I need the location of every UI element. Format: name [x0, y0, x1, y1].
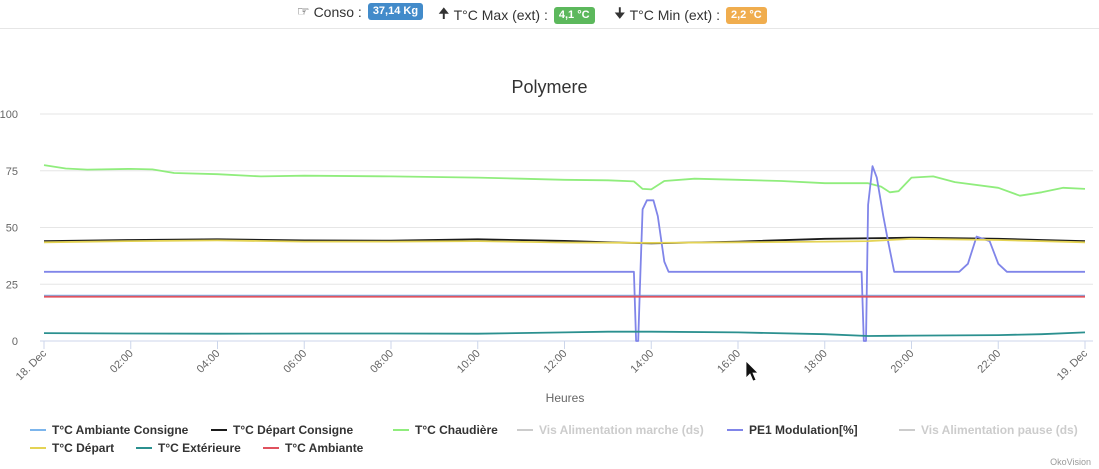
conso-label: Conso :	[313, 3, 362, 20]
tmin-badge: 2,2 °C	[725, 6, 767, 24]
legend-item-vis-marche[interactable]: Vis Alimentation marche (ds)	[517, 422, 727, 437]
tmax-label: T°C Max (ext) :	[453, 7, 548, 23]
x-tick-label: 10:00	[455, 348, 483, 376]
x-tick-label: 18. Dec	[14, 347, 50, 383]
grid-lines	[40, 113, 1093, 342]
legend-item-vis-pause[interactable]: Vis Alimentation pause (ds)	[899, 422, 1079, 437]
legend-item-exterieure[interactable]: T°C Extérieure	[136, 440, 263, 455]
legend-item-ambiante[interactable]: T°C Ambiante	[263, 440, 393, 455]
conso-badge: 37,14 Kg	[367, 3, 424, 20]
legend-item-ambiante-consigne[interactable]: T°C Ambiante Consigne	[30, 422, 211, 437]
x-tick-label: 12:00	[542, 348, 570, 376]
series-line-7[interactable]	[43, 330, 1086, 337]
arrow-up-icon: 🠉	[438, 5, 450, 21]
x-axis-label: Heures	[546, 391, 585, 405]
y-tick-label: 75	[6, 166, 18, 178]
legend-item-chaudiere[interactable]: T°C Chaudière	[393, 422, 517, 437]
credits-link[interactable]: OkoVision	[1050, 457, 1091, 467]
conso-stat: ☞ Conso : 37,14 Kg	[297, 3, 424, 20]
x-tick-label: 06:00	[281, 348, 309, 376]
legend-item-depart-consigne[interactable]: T°C Départ Consigne	[211, 422, 393, 437]
y-tick-label: 100	[0, 109, 18, 121]
x-tick-label: 14:00	[628, 348, 656, 376]
hand-pointer-icon: ☞	[297, 3, 310, 19]
summary-bar: ☞ Conso : 37,14 Kg 🠉 T°C Max (ext) : 4,1…	[0, 0, 1099, 29]
legend-item-depart[interactable]: T°C Départ	[30, 440, 136, 455]
x-tick-label: 20:00	[889, 348, 917, 376]
x-axis-ticks: 18. Dec 02:00 04:00 06:00 08:00 10:00 12:00 14:…	[14, 341, 1091, 383]
series-lines	[43, 164, 1086, 342]
x-tick-label: 04:00	[195, 348, 223, 376]
x-tick-label: 02:00	[108, 348, 136, 376]
legend-item-pe1-modulation[interactable]: PE1 Modulation[%]	[727, 422, 899, 437]
chart-legend: T°C Ambiante Consigne T°C Départ Consign…	[30, 422, 1090, 458]
y-tick-label: 50	[6, 223, 18, 235]
chart-title: Polymere	[511, 77, 588, 97]
series-line-6[interactable]	[43, 237, 1086, 244]
tmin-stat: 🠋 T°C Min (ext) : 2,2 °C	[614, 3, 767, 27]
y-axis-ticks: 0 25 50 75 100	[0, 109, 18, 348]
line-chart: 0 25 50 75 100 18. Dec 02:00 04:00 06:00 08:00 10…	[0, 109, 1093, 405]
x-tick-label: 08:00	[368, 348, 396, 376]
tmax-stat: 🠉 T°C Max (ext) : 4,1 °C	[438, 3, 595, 27]
y-tick-label: 25	[6, 279, 18, 291]
tmin-label: T°C Min (ext) :	[629, 7, 720, 23]
x-tick-label: 18:00	[802, 348, 830, 376]
tmax-badge: 4,1 °C	[553, 6, 595, 24]
series-line-2[interactable]	[43, 164, 1086, 197]
x-tick-label: 22:00	[975, 348, 1003, 376]
y-tick-label: 0	[12, 336, 18, 348]
arrow-down-icon: 🠋	[614, 5, 626, 21]
mouse-cursor-icon	[745, 360, 759, 382]
x-tick-label: 16:00	[715, 348, 743, 376]
series-line-4[interactable]	[44, 165, 1085, 342]
x-tick-label: 19. Dec	[1055, 347, 1091, 383]
